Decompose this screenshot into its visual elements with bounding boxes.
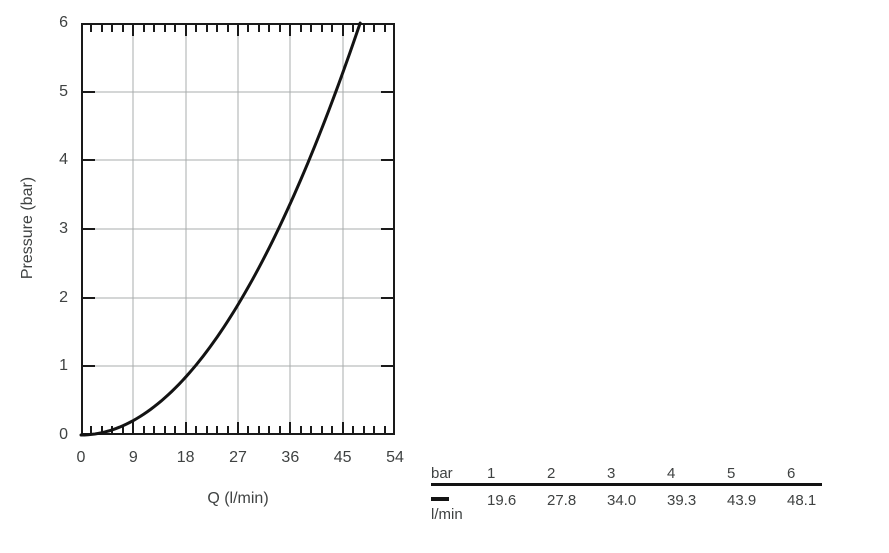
- table-unit-label: l/min: [431, 506, 463, 523]
- y-tick-label: 1: [59, 357, 68, 375]
- y-tick-label: 0: [59, 426, 68, 443]
- table-cell-flow: 39.3: [667, 492, 697, 509]
- plot-frame: [81, 23, 395, 435]
- table-cell-bar: 4: [667, 465, 676, 482]
- flow-curve-line: [79, 21, 362, 437]
- y-tick-label: 3: [59, 220, 68, 237]
- table-cell-bar: 6: [787, 465, 796, 482]
- table-row-bar: bar 1 2 3 4 5 6: [431, 465, 822, 482]
- table-cell-bar: 5: [727, 465, 736, 482]
- table-cell-flow: 48.1: [787, 492, 817, 509]
- table-header-rule: [431, 483, 822, 486]
- x-tick-label: 54: [386, 449, 404, 466]
- table-cell-bar: 1: [487, 465, 496, 482]
- y-axis-tick-labels: 0 1 2 3 4 5 6: [36, 15, 68, 443]
- table-cell-flow: 27.8: [547, 492, 577, 509]
- y-axis-title: Pressure (bar): [19, 176, 36, 280]
- y-tick-label: 6: [59, 14, 68, 31]
- x-tick-label: 0: [76, 449, 86, 466]
- table-cell-bar: 2: [547, 465, 556, 482]
- table-cell-flow: 43.9: [727, 492, 757, 509]
- x-tick-label: 36: [281, 449, 300, 466]
- x-tick-label: 45: [333, 449, 352, 466]
- table-cell-bar: 3: [607, 465, 616, 482]
- table-cell-flow: 34.0: [607, 492, 637, 509]
- curve-legend-swatch: [431, 497, 449, 501]
- x-axis-title: Q (l/min): [207, 490, 269, 507]
- x-axis-tick-labels: 0 9 18 27 36 45 54: [77, 449, 404, 468]
- y-tick-label: 2: [59, 288, 68, 306]
- table-cell-flow: 19.6: [487, 492, 517, 509]
- x-tick-label: 27: [229, 449, 247, 466]
- flow-spec-table: bar 1 2 3 4 5 6 l/min 19.6 27.8 34.0 39.…: [431, 465, 822, 523]
- table-header-bar: bar: [431, 465, 453, 482]
- y-tick-label: 5: [59, 82, 68, 100]
- plot-area: [79, 21, 395, 437]
- x-tick-label: 9: [128, 449, 138, 466]
- table-row-flow: l/min 19.6 27.8 34.0 39.3 43.9 48.1: [431, 492, 822, 523]
- y-tick-label: 4: [59, 151, 68, 169]
- x-tick-label: 18: [176, 449, 195, 466]
- table-legend-cell: l/min: [431, 492, 487, 523]
